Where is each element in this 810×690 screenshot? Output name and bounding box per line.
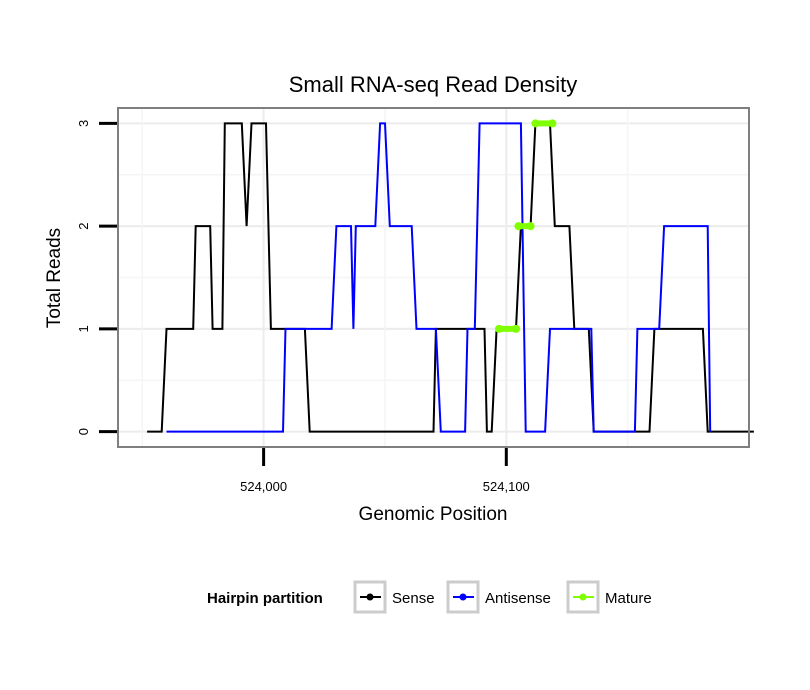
legend-label: Sense (392, 590, 435, 607)
y-tick-label: 3 (76, 120, 91, 127)
chart-title: Small RNA-seq Read Density (289, 72, 578, 97)
y-axis-title: Total Reads (44, 228, 65, 328)
y-tick-label: 0 (76, 428, 91, 435)
series-mature-point (514, 222, 523, 231)
legend-key-point (459, 593, 467, 601)
legend-title: Hairpin partition (207, 590, 323, 607)
legend-item-mature: Mature (566, 580, 652, 614)
x-tick-label: 524,000 (240, 479, 287, 494)
y-tick-label: 1 (76, 325, 91, 332)
legend-item-sense: Sense (353, 580, 435, 614)
legend-key-point (366, 593, 374, 601)
plot-area: 0 1 2 3 524,000 524,100 (76, 107, 754, 494)
legend-label: Mature (605, 590, 652, 607)
series-mature-point (495, 324, 504, 333)
legend: Hairpin partition Sense Antisense Mature (207, 580, 652, 614)
series-mature-point (531, 119, 540, 128)
y-tick-label: 2 (76, 222, 91, 229)
series-mature-point (512, 324, 521, 333)
legend-key-point (579, 593, 587, 601)
x-axis-title: Genomic Position (359, 504, 508, 525)
legend-label: Antisense (485, 590, 551, 607)
series-antisense-line (166, 122, 712, 433)
plot-border (117, 107, 750, 448)
series-mature-point (526, 222, 535, 231)
legend-item-antisense: Antisense (446, 580, 551, 614)
series-mature-point (548, 119, 557, 128)
x-tick-label: 524,100 (483, 479, 530, 494)
